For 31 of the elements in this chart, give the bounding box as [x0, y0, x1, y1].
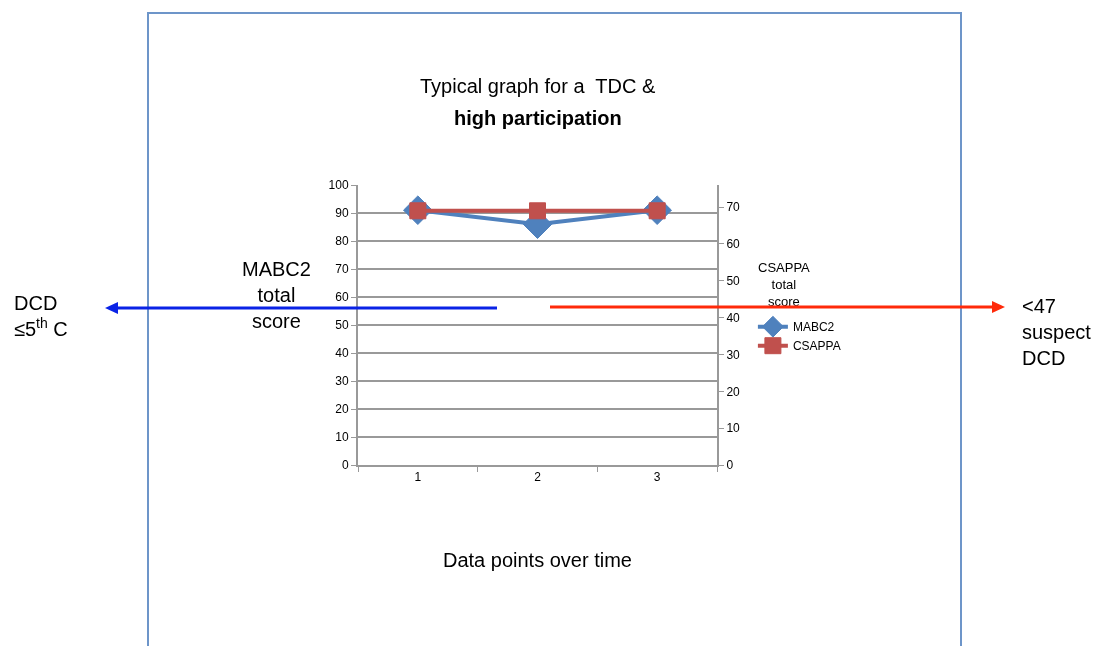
- y2-tick-label: 20: [726, 384, 741, 399]
- legend-label: <47 suspect DCD: [1022, 295, 1092, 369]
- x-tick-label: 1: [414, 470, 422, 485]
- x-tick-label: 3: [653, 470, 661, 485]
- y2-axis-title: CSAPPA total score: [758, 260, 811, 309]
- y-tick-label: 10: [335, 430, 349, 445]
- y-tick-label: 80: [335, 234, 349, 249]
- y-tick-label: 20: [335, 402, 349, 417]
- chart-subtitle: high participation: [454, 107, 622, 129]
- y2-tick-label: 30: [726, 347, 741, 362]
- y2-tick-label: 10: [726, 421, 741, 436]
- x-tick-label: 2: [534, 470, 542, 485]
- ref-line-label: DCD ≤5$^{th}$ C: [14, 292, 68, 340]
- y-tick-label: 0: [341, 458, 349, 473]
- y-tick-label: 40: [335, 346, 349, 361]
- y2-tick-label: 50: [726, 273, 741, 288]
- chart-title: Typical graph for a TDC &: [420, 75, 656, 97]
- y2-tick-label: 40: [726, 310, 741, 325]
- y2-tick-label: 70: [726, 200, 741, 215]
- y-axis-title: MABC2 total score: [242, 258, 311, 332]
- legend-label: MABC2: [792, 320, 835, 335]
- y-tick-label: 50: [335, 318, 349, 333]
- y-tick-label: 100: [328, 178, 349, 193]
- y-tick-label: 90: [335, 206, 349, 221]
- y2-tick-label: 0: [726, 458, 734, 473]
- y-tick-label: 60: [335, 290, 349, 305]
- y2-tick-label: 60: [726, 237, 741, 252]
- legend-label: CSAPPA: [792, 339, 841, 354]
- x-axis-title: Data points over time: [443, 549, 632, 572]
- y-tick-label: 30: [335, 374, 349, 389]
- y-tick-label: 70: [335, 262, 349, 277]
